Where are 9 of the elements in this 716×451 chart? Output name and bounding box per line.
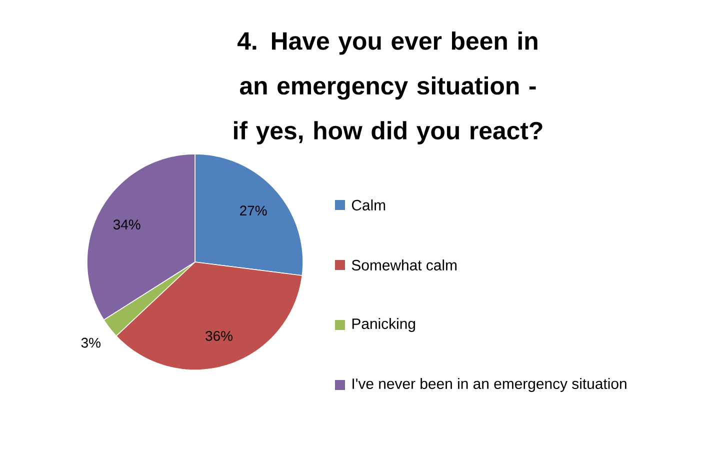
data-label: 36% <box>206 331 232 341</box>
legend-label: Calm <box>352 200 386 210</box>
legend-label: Panicking <box>352 318 416 332</box>
data-label: 34% <box>113 220 140 230</box>
data-label: 27% <box>240 206 267 216</box>
legend-label: Somewhat calm <box>352 260 456 270</box>
chart-title: 4. Have you ever been in an emergency situation - if yes, how did you react? <box>234 32 542 144</box>
legend-label: I've never been in an emergency situation <box>352 378 626 392</box>
data-label: 3% <box>81 338 100 348</box>
